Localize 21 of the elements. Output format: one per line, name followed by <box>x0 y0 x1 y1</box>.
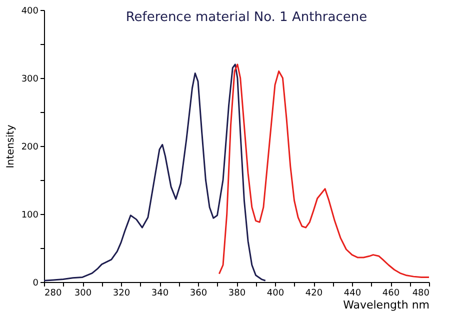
y-tick-label: 200 <box>21 142 39 152</box>
x-tick-label: 320 <box>112 288 130 298</box>
y-tick-label: 100 <box>21 210 39 220</box>
x-tick-label: 400 <box>266 288 284 298</box>
x-tick-label: 480 <box>412 288 430 298</box>
x-tick-label: 380 <box>228 288 246 298</box>
x-tick-label: 340 <box>151 288 169 298</box>
y-axis-title: Intensity <box>5 124 16 168</box>
line-series <box>218 64 430 278</box>
x-tick-label: 280 <box>44 288 62 298</box>
line-series <box>43 64 266 282</box>
y-tick-label: 300 <box>21 74 39 84</box>
x-tick-label: 420 <box>305 288 323 298</box>
x-axis-title: Wavelength nm <box>343 298 430 312</box>
x-tick-label: 360 <box>190 288 208 298</box>
x-tick-label: 300 <box>74 288 92 298</box>
y-tick-label: 0 <box>32 278 39 288</box>
y-tick-label: 400 <box>21 6 39 16</box>
x-tick-label: 460 <box>382 288 400 298</box>
chart-title: Reference material No. 1 Anthracene <box>126 10 368 25</box>
x-tick-label: 440 <box>344 288 362 298</box>
